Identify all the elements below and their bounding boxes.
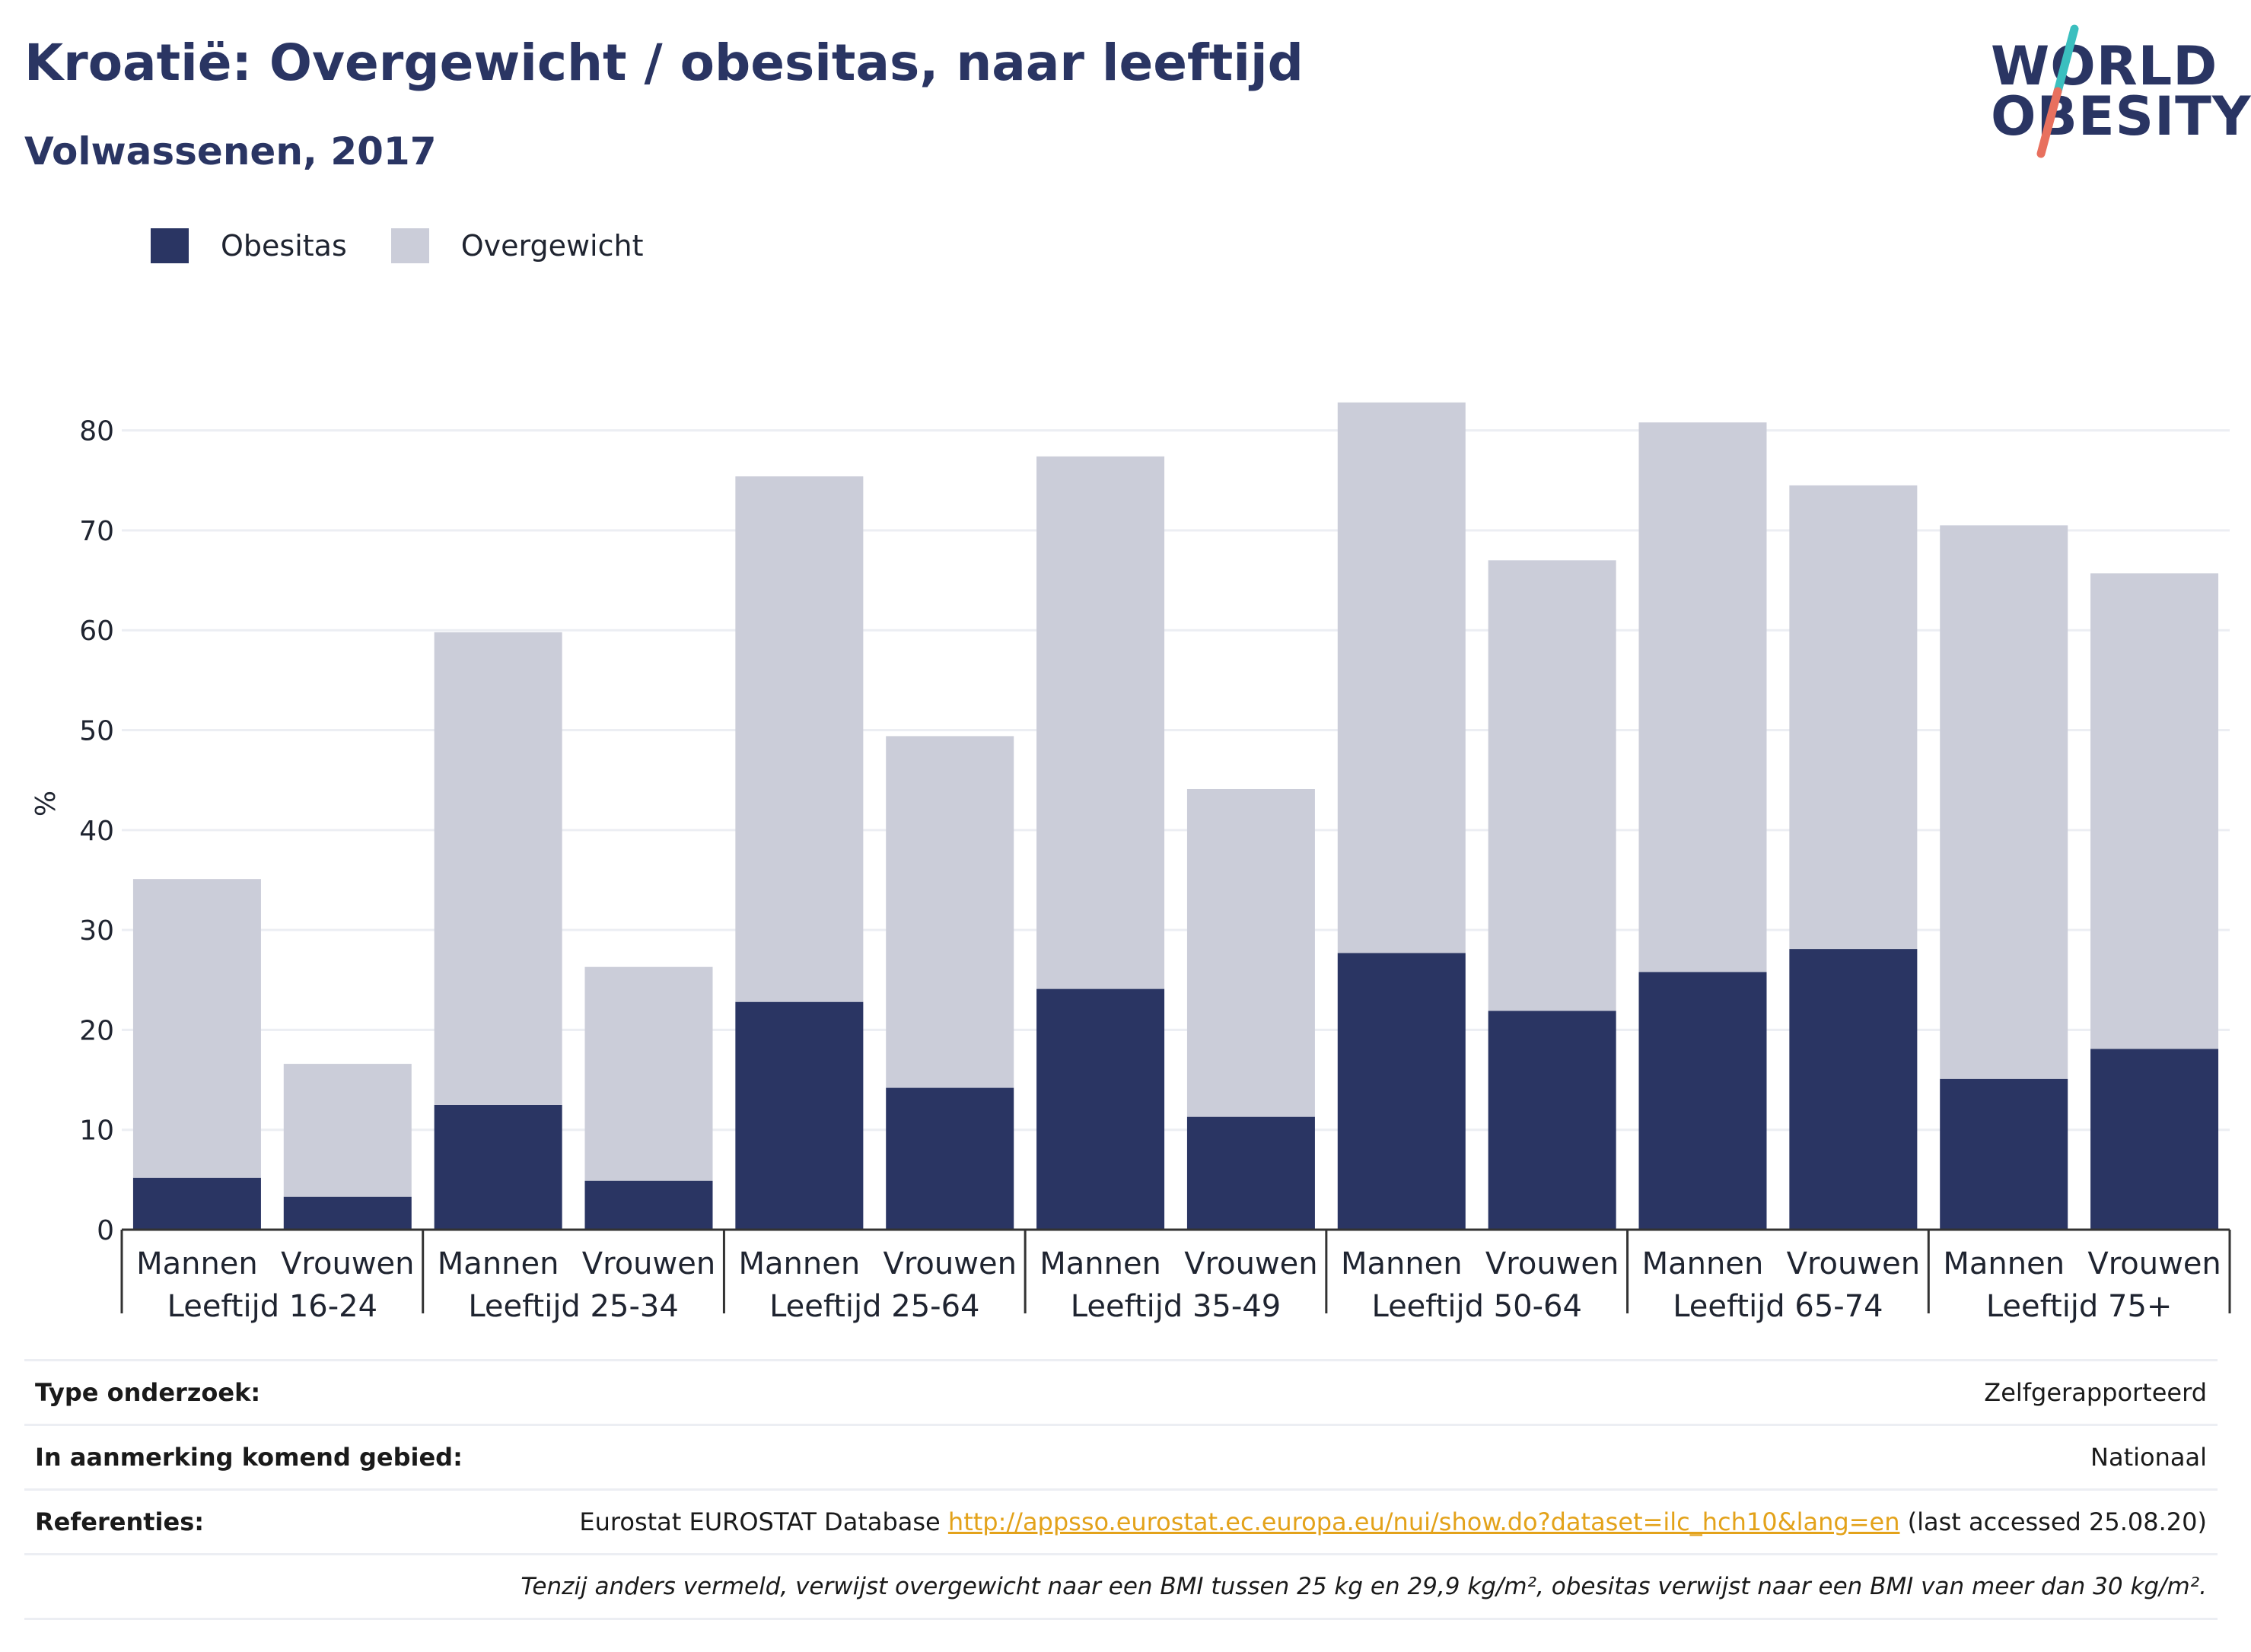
x-group-label: Leeftijd 25-34 <box>468 1289 678 1324</box>
chart-legend: Obesitas Overgewicht <box>151 228 688 263</box>
bar-overgewicht-8 <box>1337 402 1466 953</box>
bar-obesitas-3 <box>584 1180 713 1230</box>
chart-title: Kroatië: Overgewicht / obesitas, naar le… <box>24 33 1304 92</box>
y-tick-label: 60 <box>79 616 114 647</box>
bar-overgewicht-5 <box>886 736 1014 1088</box>
x-subcategory-label: Mannen <box>1341 1246 1463 1281</box>
world-obesity-logo: WORLD OBESITY <box>1986 23 2251 160</box>
bar-obesitas-5 <box>886 1087 1014 1230</box>
chart-subtitle: Volwassenen, 2017 <box>24 129 437 173</box>
references-suffix: (last accessed 25.08.20) <box>1899 1507 2207 1536</box>
x-group-label: Leeftijd 35-49 <box>1071 1289 1281 1324</box>
y-tick-label: 0 <box>97 1215 114 1246</box>
x-group-label: Leeftijd 65-74 <box>1673 1289 1883 1324</box>
info-row-note: Tenzij anders vermeld, verwijst overgewi… <box>24 1553 2218 1620</box>
legend-swatch-obesitas <box>151 228 189 263</box>
y-tick-label: 20 <box>79 1015 114 1046</box>
x-subcategory-label: Mannen <box>1943 1246 2065 1281</box>
x-group-label: Leeftijd 75+ <box>1986 1289 2173 1324</box>
x-subcategory-label: Vrouwen <box>2087 1246 2221 1281</box>
bmi-note: Tenzij anders vermeld, verwijst overgewi… <box>521 1573 2207 1600</box>
y-axis-label: % <box>30 791 62 816</box>
bar-obesitas-0 <box>132 1177 261 1230</box>
x-subcategory-label: Vrouwen <box>281 1246 414 1281</box>
info-row-references: Referenties: Eurostat EUROSTAT Database … <box>24 1488 2218 1553</box>
info-row-survey-type: Type onderzoek: Zelfgerapporteerd <box>24 1359 2218 1424</box>
references-link[interactable]: http://appsso.eurostat.ec.europa.eu/nui/… <box>947 1507 1900 1536</box>
bar-overgewicht-7 <box>1186 788 1315 1117</box>
references-label: Referenties: <box>35 1507 205 1536</box>
stacked-bar-chart: 0 10 20 30 40 50 60 70 80% Mannen Vrouwen Mannen Vro… <box>30 402 2231 1324</box>
x-subcategory-label: Vrouwen <box>1184 1246 1317 1281</box>
legend-item-overgewicht[interactable]: Overgewicht <box>390 228 644 263</box>
bar-obesitas-13 <box>2090 1049 2219 1230</box>
y-tick-label: 70 <box>79 516 114 547</box>
references-prefix: Eurostat EUROSTAT Database <box>579 1507 948 1536</box>
survey-type-label: Type onderzoek: <box>35 1378 261 1407</box>
survey-type-value: Zelfgerapporteerd <box>1984 1378 2207 1407</box>
logo-slash-icon <box>2036 24 2079 158</box>
bar-overgewicht-11 <box>1789 485 1918 950</box>
x-subcategory-label: Mannen <box>1642 1246 1764 1281</box>
legend-label-obesitas: Obesitas <box>221 229 347 263</box>
bar-overgewicht-1 <box>283 1064 412 1197</box>
bar-overgewicht-0 <box>132 879 261 1178</box>
bar-obesitas-11 <box>1789 949 1918 1230</box>
area-value: Nationaal <box>2090 1443 2207 1472</box>
area-label: In aanmerking komend gebied: <box>35 1443 463 1472</box>
bar-obesitas-1 <box>283 1196 412 1230</box>
bar-overgewicht-3 <box>584 966 713 1181</box>
x-subcategory-label: Mannen <box>1040 1246 1161 1281</box>
bar-obesitas-12 <box>1940 1078 2068 1230</box>
bar-overgewicht-12 <box>1940 525 2068 1079</box>
x-subcategory-label: Vrouwen <box>582 1246 715 1281</box>
legend-label-overgewicht: Overgewicht <box>460 229 644 263</box>
bar-overgewicht-13 <box>2090 573 2219 1049</box>
bar-obesitas-9 <box>1488 1011 1616 1230</box>
x-group-label: Leeftijd 25-64 <box>769 1289 979 1324</box>
y-tick-label: 30 <box>79 915 114 947</box>
bar-obesitas-4 <box>735 1001 864 1230</box>
logo-text-obesity: OBESITY <box>1991 85 2251 148</box>
legend-item-obesitas[interactable]: Obesitas <box>151 228 347 263</box>
legend-swatch-overgewicht <box>390 228 429 263</box>
bar-obesitas-10 <box>1638 972 1767 1230</box>
bar-overgewicht-2 <box>434 632 562 1105</box>
info-row-area: In aanmerking komend gebied: Nationaal <box>24 1424 2218 1488</box>
x-group-label: Leeftijd 16-24 <box>167 1289 377 1324</box>
x-subcategory-label: Vrouwen <box>1787 1246 1920 1281</box>
logo-text-world: WORLD <box>1991 35 2218 97</box>
bar-obesitas-7 <box>1186 1116 1315 1230</box>
bar-obesitas-6 <box>1036 988 1165 1230</box>
bar-overgewicht-10 <box>1638 422 1767 972</box>
x-group-label: Leeftijd 50-64 <box>1371 1289 1581 1324</box>
y-tick-label: 80 <box>79 416 114 447</box>
y-tick-label: 40 <box>79 816 114 847</box>
x-subcategory-label: Vrouwen <box>1485 1246 1619 1281</box>
x-subcategory-label: Mannen <box>438 1246 559 1281</box>
bar-obesitas-2 <box>434 1104 562 1230</box>
y-tick-label: 50 <box>79 716 114 747</box>
x-subcategory-label: Vrouwen <box>883 1246 1016 1281</box>
bar-overgewicht-9 <box>1488 560 1616 1011</box>
x-subcategory-label: Mannen <box>739 1246 861 1281</box>
x-subcategory-label: Mannen <box>136 1246 258 1281</box>
bar-obesitas-8 <box>1337 953 1466 1230</box>
info-table: Type onderzoek: Zelfgerapporteerd In aan… <box>24 1359 2218 1620</box>
bar-overgewicht-6 <box>1036 456 1165 989</box>
bar-overgewicht-4 <box>735 476 864 1002</box>
references-value: Eurostat EUROSTAT Database http://appsso… <box>579 1507 2218 1536</box>
y-tick-label: 10 <box>79 1116 114 1147</box>
